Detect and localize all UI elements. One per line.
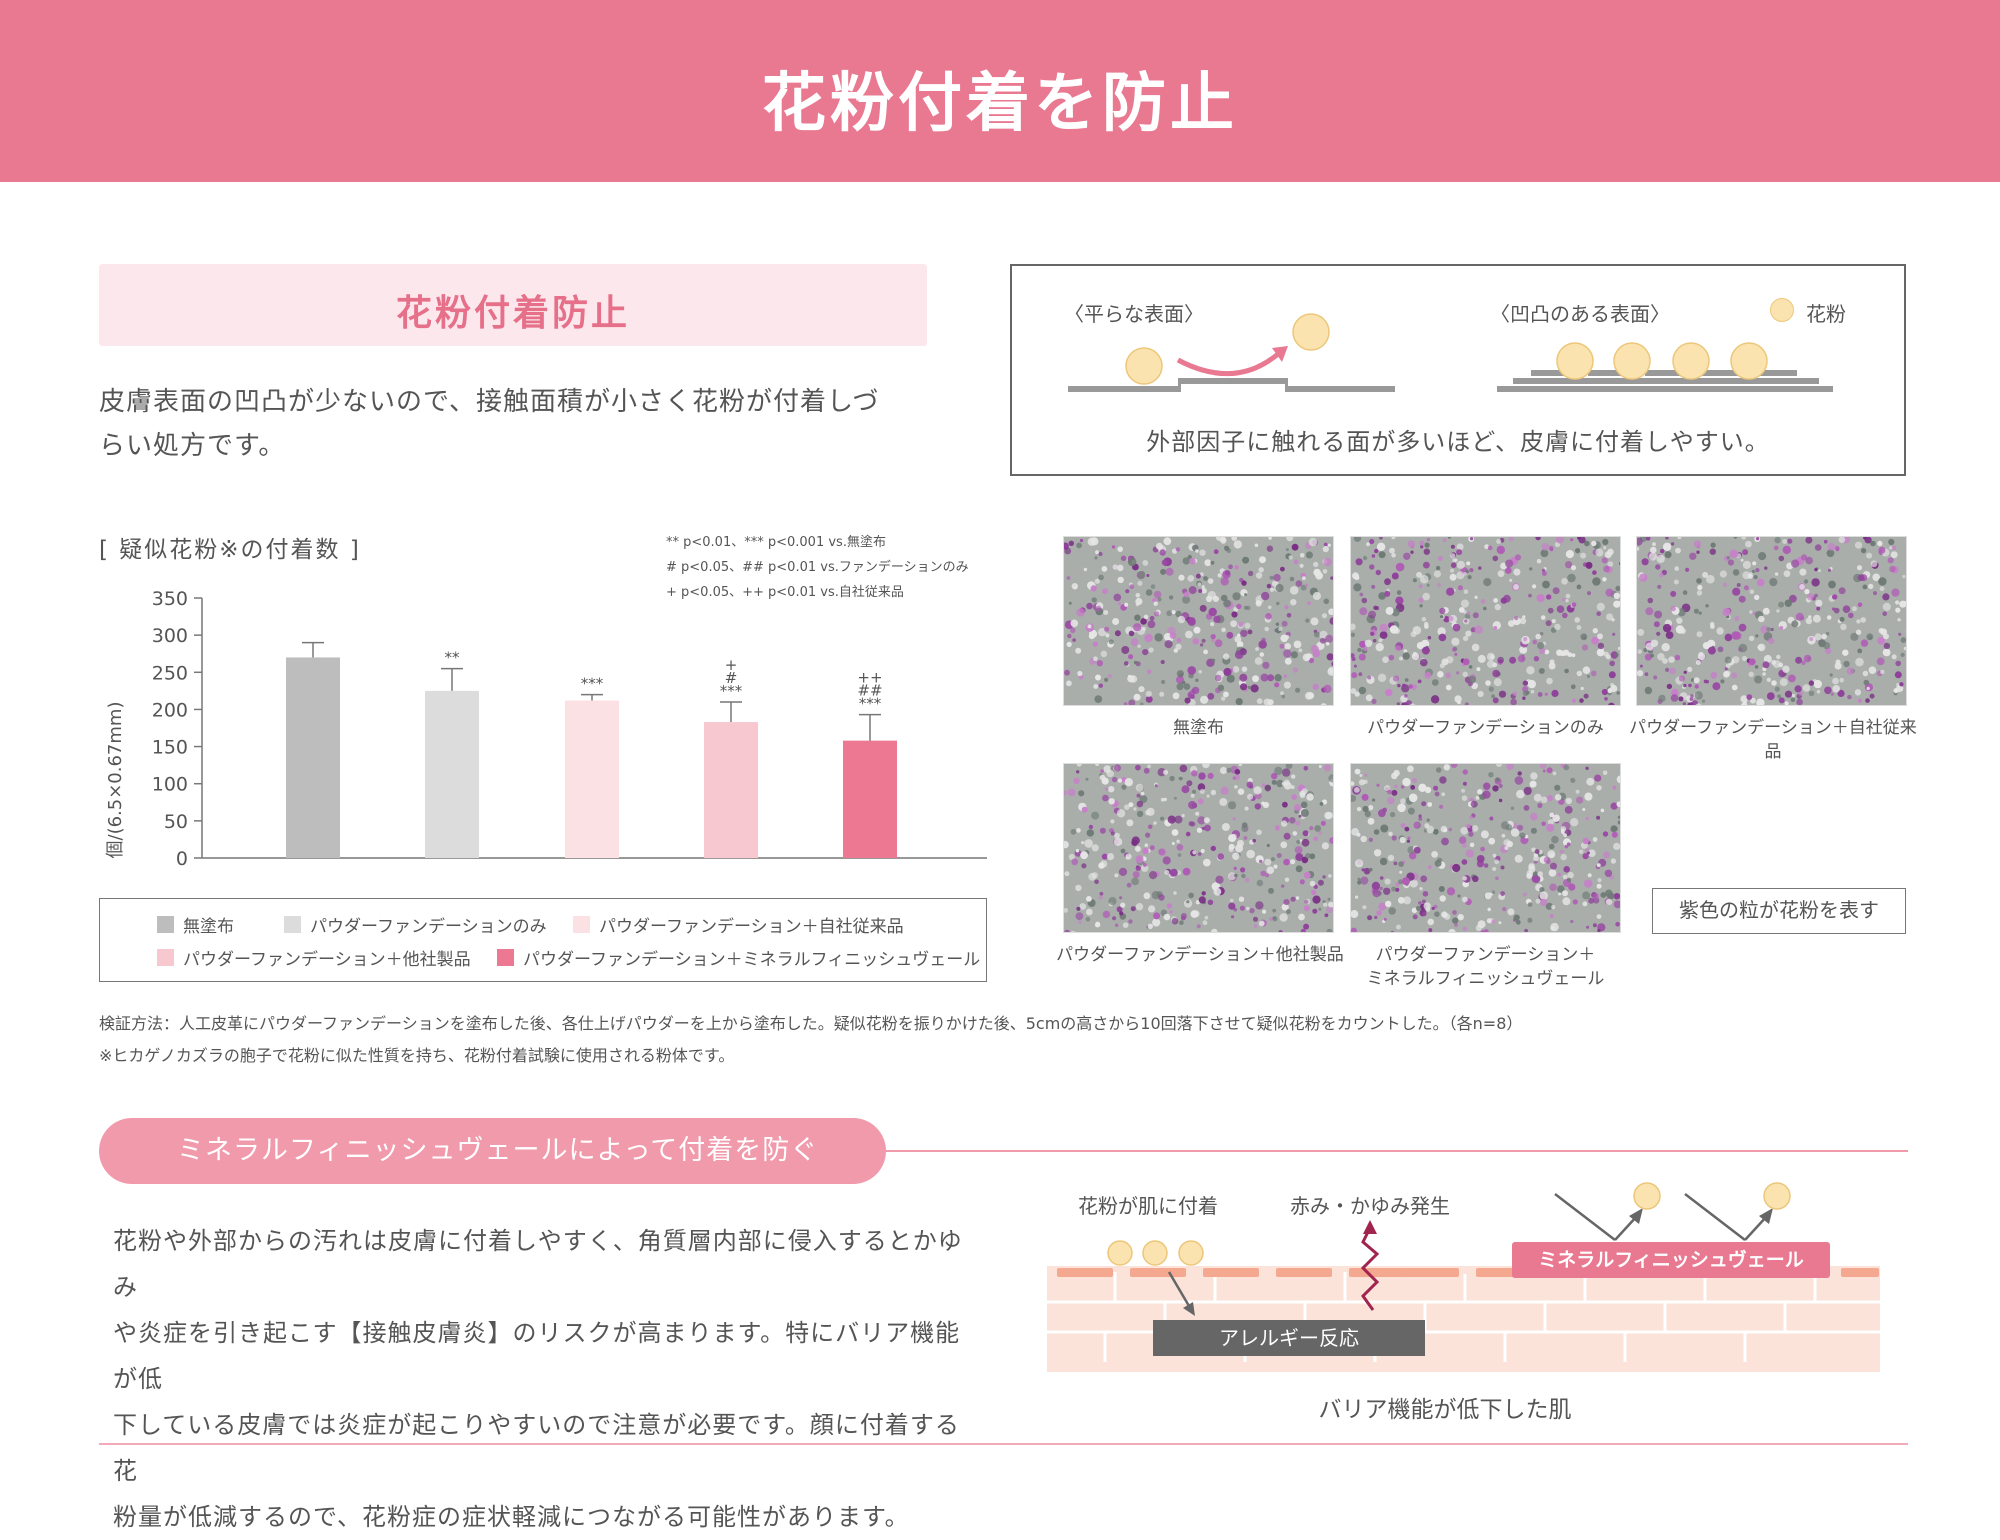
y-tick-label: 350 [152,588,188,610]
significance-mark: # [725,669,738,687]
significance-mark: *** [720,682,743,700]
section2-body: 花粉や外部からの汚れは皮膚に付着しやすく、角質層内部に侵入するとかゆみ や炎症を… [113,1218,973,1540]
micro-caption: 無塗布 [1173,718,1224,738]
intro-line: らい処方です。 [99,431,286,461]
section-heading-box [99,264,927,346]
legend-swatch [157,916,174,933]
pollen-attach-label: 花粉が肌に付着 [1078,1194,1218,1218]
allergy-label: アレルギー反応 [1219,1326,1359,1350]
page-title: 花粉付着を防止 [762,67,1238,141]
legend-item: パウダーファンデーション＋他社製品 [157,945,471,970]
legend-label: パウダーファンデーション＋ミネラルフィニッシュヴェール [523,950,981,970]
rough-surface-label: 〈凹凸のある表面〉 [1490,302,1670,326]
significance-note: ** p<0.01、*** p<0.001 vs.無塗布 [666,535,886,550]
y-tick-label: 300 [152,625,188,647]
surface-diagram [1010,264,1906,476]
body-line: 花粉や外部からの汚れは皮膚に付着しやすく、角質層内部に侵入するとかゆみ [113,1227,963,1301]
significance-mark: ** [445,649,461,667]
surface-diagram-art [1068,313,1833,392]
method-note: 検証方法：人工皮革にパウダーファンデーションを塗布した後、各仕上げパウダーを上か… [99,1014,1523,1033]
bar [565,700,619,858]
chart-legend [99,898,987,982]
pollen-legend-icon [1770,298,1794,322]
significance-mark: *** [581,675,604,693]
significance-mark: *** [859,695,882,713]
section-heading: 花粉付着防止 [395,293,630,334]
legend-swatch [497,949,514,966]
surface-diagram-caption: 外部因子に触れる面が多いほど、皮膚に付着しやすい。 [1146,428,1770,456]
micro-image [1063,536,1334,706]
legend-item: 無塗布 [157,912,234,937]
bar [704,722,758,858]
legend-swatch [157,949,174,966]
bar [286,657,340,858]
body-line: 粉量が低減するので、花粉症の症状軽減につながる可能性があります。 [113,1503,910,1531]
veil-label: ミネラルフィニッシュヴェール [1538,1249,1804,1271]
legend-swatch [284,916,301,933]
micro-caption: パウダーファンデーション＋他社製品 [1056,945,1344,965]
section2-heading: ミネラルフィニッシュヴェールによって付着を防ぐ [99,1118,886,1184]
significance-note: + p<0.05、++ p<0.01 vs.自社従来品 [666,585,904,600]
legend-swatch [573,916,590,933]
significance-mark: ## [857,682,882,700]
itch-label: 赤み・かゆみ発生 [1290,1194,1450,1218]
intro-text: 皮膚表面の凹凸が少ないので、接触面積が小さく花粉が付着しづ らい処方です。 [99,380,939,468]
micro-image [1063,763,1334,933]
chart-title: [ 疑似花粉※の付着数 ] [99,537,361,563]
micro-image [1350,536,1621,706]
y-tick-label: 250 [152,662,188,684]
y-tick-label: 150 [152,737,188,759]
section2-rule [886,1150,1908,1152]
skin-diagram-caption: バリア機能が低下した肌 [1318,1397,1572,1423]
micro-image [1350,763,1621,933]
intro-line: 皮膚表面の凹凸が少ないので、接触面積が小さく花粉が付着しづ [99,387,880,417]
y-tick-label: 50 [164,811,188,833]
purple-note: 紫色の粒が花粉を表す [1652,888,1906,934]
micro-caption: パウダーファンデーションのみ [1367,718,1604,738]
skin-diagram [1047,1182,1880,1372]
micro-caption-line: パウダーファンデーション＋ [1375,945,1596,965]
significance-mark: + [725,656,738,674]
bar [843,740,897,858]
micro-caption: パウダーファンデーション＋ ミネラルフィニッシュヴェール [1350,943,1621,991]
body-line: 下している皮膚では炎症が起こりやすいので注意が必要です。顔に付着する花 [113,1411,960,1485]
legend-label: パウダーファンデーション＋他社製品 [183,950,471,970]
legend-label: パウダーファンデーション＋自社従来品 [599,917,904,937]
y-tick-label: 0 [176,848,188,870]
significance-notes: ** p<0.01、*** p<0.001 vs.無塗布 # p<0.05、##… [666,530,969,605]
significance-note: # p<0.05、## p<0.01 vs.ファンデーションのみ [666,560,969,575]
footnote: ※ヒカゲノカズラの胞子で花粉に似た性質を持ち、花粉付着試験に使用される粉体です。 [99,1046,735,1065]
micro-image [1636,536,1907,706]
header-banner [0,0,2000,182]
legend-label: パウダーファンデーションのみ [310,917,547,937]
bottom-rule [99,1443,1908,1445]
legend-label: 無塗布 [183,917,234,937]
y-tick-label: 100 [152,774,188,796]
bar [425,690,479,858]
legend-item: パウダーファンデーション＋自社従来品 [573,912,904,937]
micro-caption-line: ミネラルフィニッシュヴェール [1366,969,1605,989]
y-tick-label: 200 [152,699,188,721]
pollen-legend-label: 花粉 [1806,302,1846,326]
legend-item: パウダーファンデーション＋ミネラルフィニッシュヴェール [497,945,980,970]
micro-caption: パウダーファンデーション＋自社従来品 [1629,718,1917,762]
flat-surface-label: 〈平らな表面〉 [1064,302,1204,326]
body-line: や炎症を引き起こす【接触皮膚炎】のリスクが高まります。特にバリア機能が低 [113,1319,961,1393]
significance-mark: ++ [857,669,882,687]
legend-item: パウダーファンデーションのみ [284,912,547,937]
